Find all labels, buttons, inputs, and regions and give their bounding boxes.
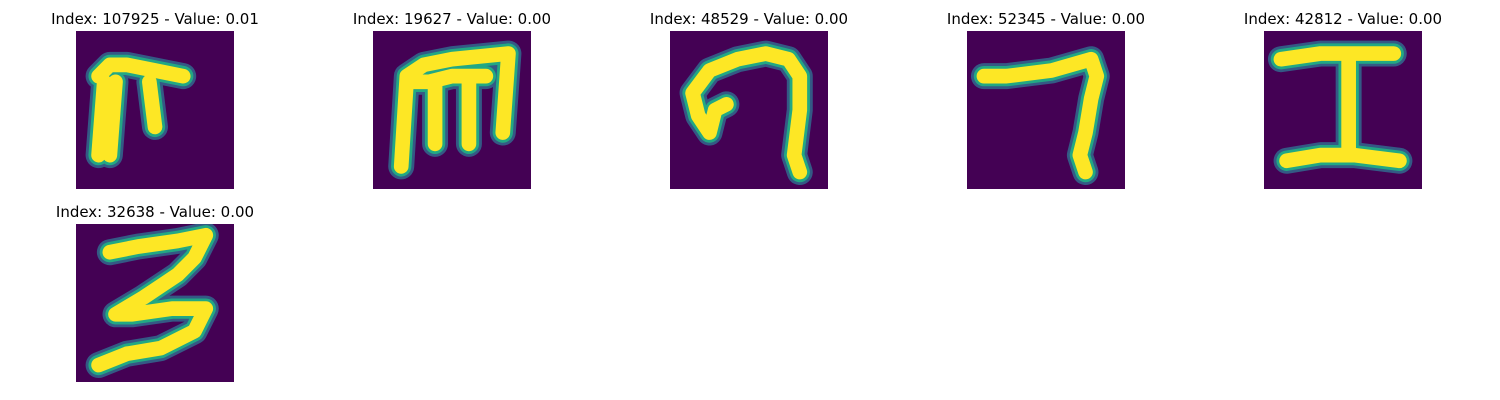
digit-stroke — [85, 224, 219, 379]
digit-image — [373, 31, 531, 189]
digit-stroke — [85, 51, 197, 169]
digit-stroke — [970, 46, 1110, 186]
digit-panel-3: Index: 48529 - Value: 0.00 — [639, 10, 859, 190]
digit-panel-5: Index: 42812 - Value: 0.00 — [1233, 10, 1453, 190]
panel-title: Index: 52345 - Value: 0.00 — [946, 10, 1146, 28]
panel-title: Index: 32638 - Value: 0.00 — [55, 203, 255, 221]
digit-panel-2: Index: 19627 - Value: 0.00 — [342, 10, 562, 190]
digit-panel-4: Index: 52345 - Value: 0.00 — [936, 10, 1156, 190]
digit-panel-6: Index: 32638 - Value: 0.00 — [45, 203, 265, 383]
digit-stroke — [1267, 40, 1413, 174]
digit-image — [1264, 31, 1422, 189]
digit-panel-1: Index: 107925 - Value: 0.01 — [45, 10, 265, 190]
digit-stroke — [388, 40, 522, 180]
digit-image — [76, 224, 234, 382]
digit-image — [76, 31, 234, 189]
digit-image — [670, 31, 828, 189]
panel-title: Index: 19627 - Value: 0.00 — [352, 10, 552, 28]
panel-title: Index: 42812 - Value: 0.00 — [1243, 10, 1443, 28]
digit-stroke — [679, 40, 813, 186]
panel-title: Index: 48529 - Value: 0.00 — [649, 10, 849, 28]
panel-title: Index: 107925 - Value: 0.01 — [51, 10, 259, 28]
digit-image — [967, 31, 1125, 189]
